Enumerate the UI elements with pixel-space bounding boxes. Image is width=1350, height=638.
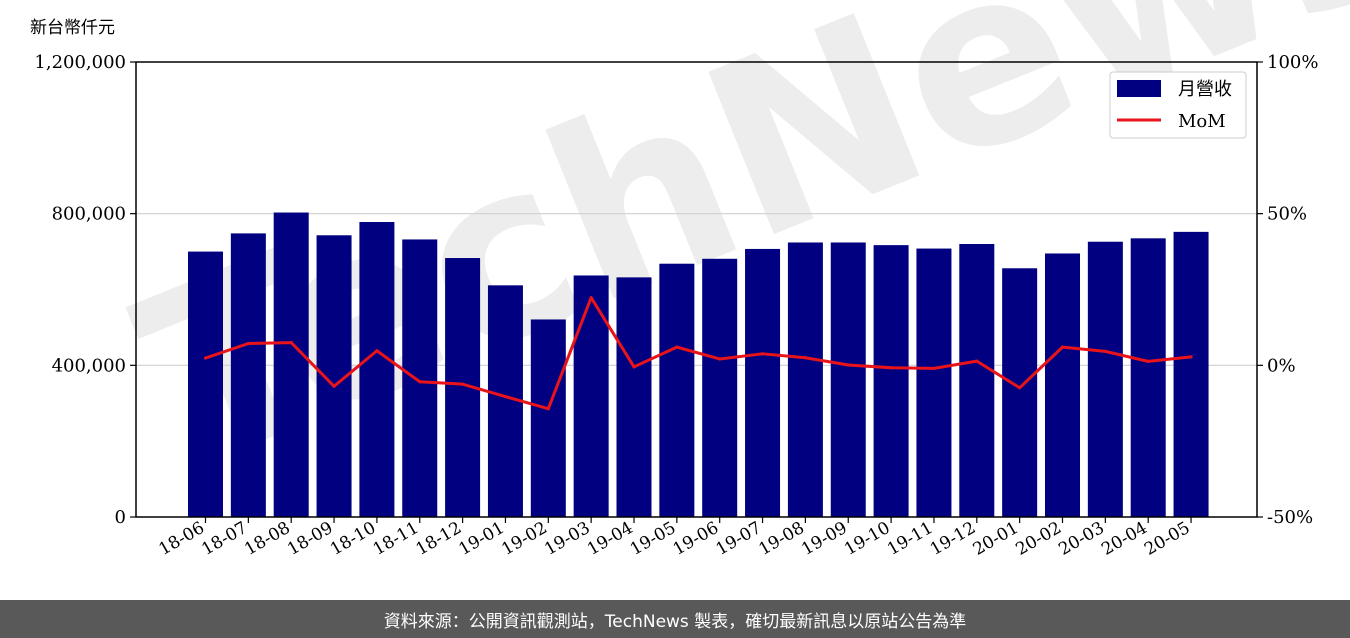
x-tick-label: 19-10 [841,518,893,560]
bar [1087,241,1123,517]
bar [616,277,652,517]
bar [188,251,223,518]
bar [916,248,952,518]
x-tick-label: 19-11 [884,518,936,560]
x-tick-label: 18-10 [327,518,379,560]
x-tick-label: 19-01 [456,518,508,560]
y-right-tick-label: 100% [1267,52,1318,73]
unit-label: 新台幣仟元 [30,18,115,38]
mom-point [503,394,508,399]
bar [530,319,566,517]
mom-point [760,352,765,356]
x-tick-label: 20-05 [1141,518,1193,560]
bar [702,258,738,517]
mom-point [1189,355,1193,359]
x-tick-label: 19-05 [627,518,679,560]
source-footer: 資料來源：公開資訊觀測站，TechNews 製表，確切最新訊息以原站公告為準 [0,600,1350,638]
mom-point [1018,386,1022,390]
bar [873,245,909,517]
bar [1173,231,1209,517]
footer-text: 資料來源：公開資訊觀測站，TechNews 製表，確切最新訊息以原站公告為準 [383,611,967,632]
mom-point [418,380,422,384]
bar-series [188,212,1209,518]
legend-line-label: MoM [1178,111,1226,132]
line-series [203,296,1193,411]
bar [230,233,266,517]
y-left-tick-label: 800,000 [52,204,126,225]
y-left-tick-label: 400,000 [52,355,126,376]
x-axis: 18-0618-0718-0818-0918-1018-1118-1219-01… [156,517,1194,560]
bar [359,222,395,517]
x-tick-label: 20-02 [1013,518,1065,560]
x-tick-label: 18-11 [370,518,422,560]
mom-point [889,366,893,370]
mom-point [1146,359,1150,363]
x-tick-label: 19-03 [541,518,593,560]
mom-point [546,407,550,411]
mom-point [203,356,208,360]
bar [745,248,781,517]
y-right-tick-label: 50% [1267,204,1307,225]
y-right-tick-label: -50% [1267,507,1313,528]
mom-point [932,366,936,370]
mom-point [589,296,593,300]
x-tick-label: 18-06 [156,518,208,560]
mom-point [332,384,336,388]
mom-point [289,340,293,345]
bar [1130,238,1166,517]
bar [830,242,866,517]
x-tick-label: 18-09 [284,518,336,560]
y-left-tick-label: 0 [115,507,126,528]
bar [1045,253,1080,517]
mom-point [718,357,722,361]
mom-point [461,382,465,386]
y-axis-right: -50% 0% 50% 100% [1257,52,1318,528]
legend: 月營收 MoM [1109,71,1247,139]
bar [402,239,438,517]
x-tick-label: 20-03 [1055,518,1107,560]
mom-point [246,341,250,346]
x-tick-label: 19-12 [927,518,979,560]
mom-point [632,365,636,369]
x-tick-label: 19-08 [755,518,807,560]
mom-point [1060,345,1065,349]
bar [1002,268,1038,517]
bar [959,244,995,517]
x-tick-label: 19-09 [798,518,850,560]
y-right-tick-label: 0% [1267,355,1296,376]
x-tick-label: 20-04 [1098,518,1150,560]
x-tick-label: 20-01 [970,518,1022,560]
plot-frame [135,61,1258,518]
y-left-tick-label: 1,200,000 [34,52,126,73]
mom-line [205,296,1192,411]
x-tick-label: 19-02 [498,518,550,560]
bar [659,263,695,517]
bar [273,212,309,517]
mom-point [803,356,808,360]
x-tick-label: 19-04 [584,518,636,560]
x-tick-label: 18-08 [241,518,293,560]
x-tick-label: 18-07 [198,518,250,560]
mom-point [975,359,979,363]
x-tick-label: 19-06 [670,518,722,560]
bar [787,242,823,517]
x-tick-label: 18-12 [413,518,465,560]
mom-point [675,345,679,349]
y-axis-left: 0 400,000 800,000 1,200,000 [34,52,136,528]
x-tick-label: 19-07 [713,518,765,560]
mom-point [1103,349,1107,353]
bar [573,275,609,517]
mom-point [375,349,379,353]
mom-point [846,363,850,367]
legend-bar-label: 月營收 [1178,79,1232,100]
legend-bar-swatch [1117,80,1161,97]
